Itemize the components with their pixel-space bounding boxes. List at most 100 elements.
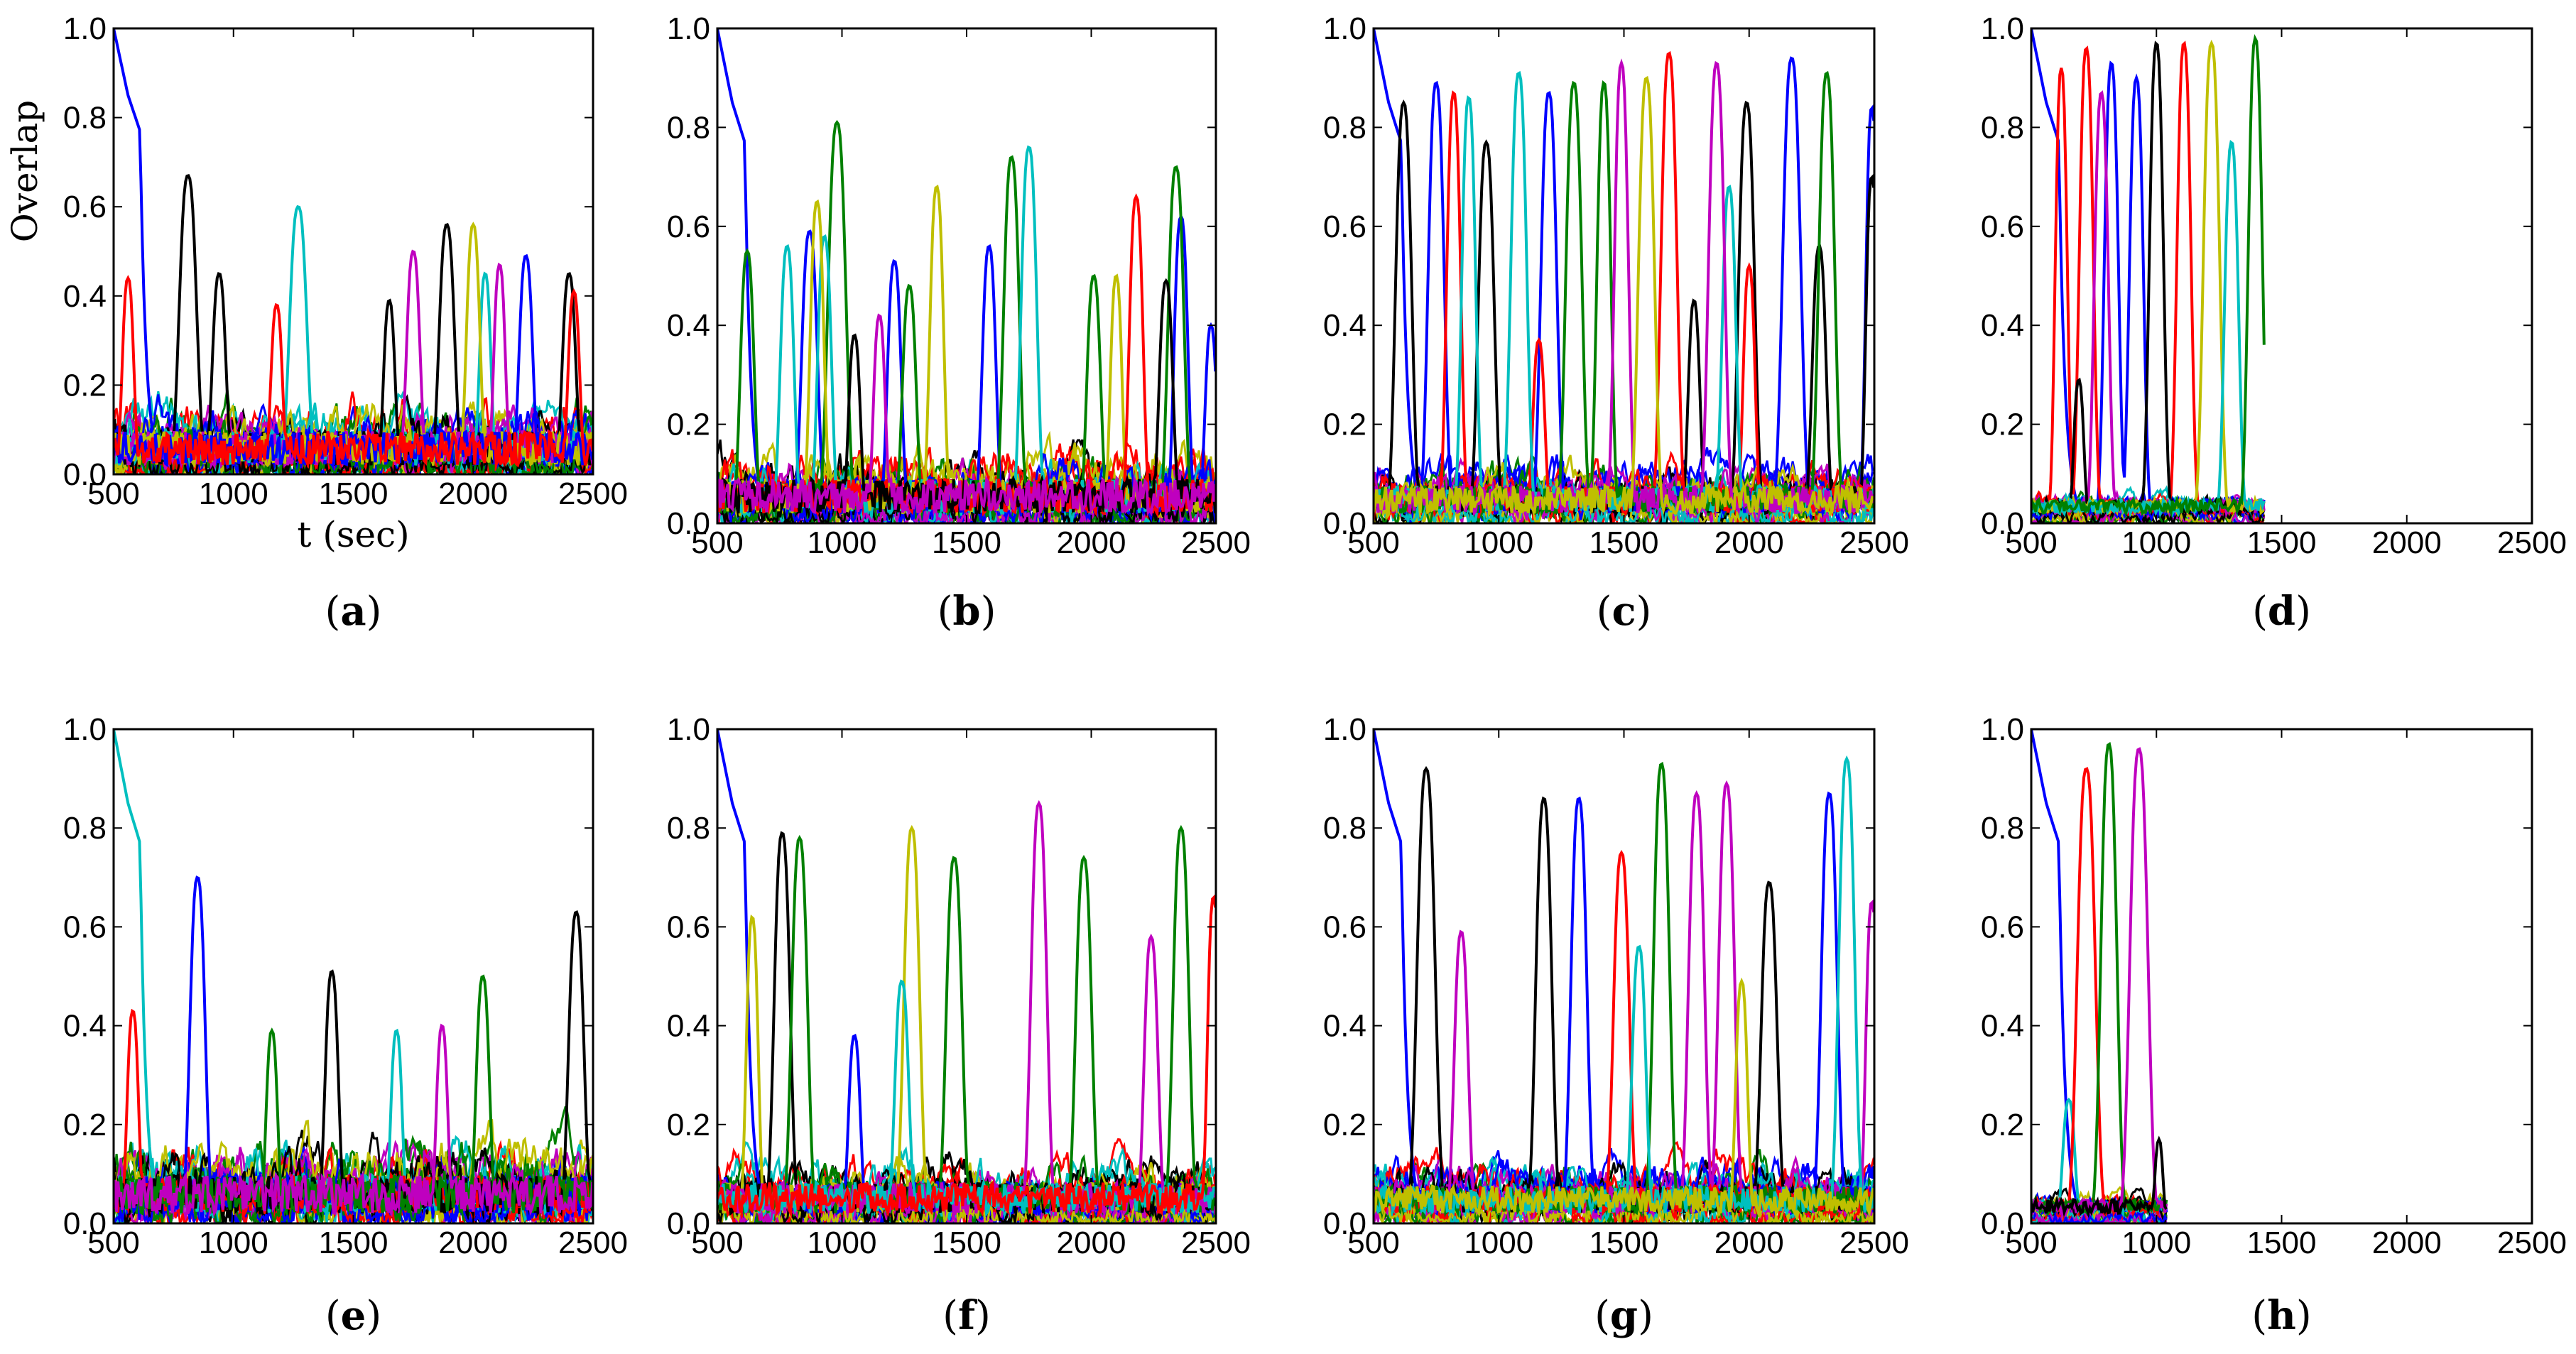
x-tick-label: 500 <box>2005 525 2057 560</box>
x-tick-label: 1000 <box>199 1225 268 1260</box>
x-tick-label: 2000 <box>2372 525 2442 560</box>
y-tick-label: 0.6 <box>63 910 107 944</box>
panel-label-open: ( <box>325 1293 341 1339</box>
y-tick-label: 0.6 <box>1323 209 1366 244</box>
panel-label: (b) <box>938 588 996 635</box>
y-tick-label: 0.6 <box>667 209 710 244</box>
y-tick-label: 0.8 <box>1981 811 2024 846</box>
panel-label-letter: b <box>952 588 980 635</box>
x-tick-label: 2500 <box>1181 1225 1251 1260</box>
panel-label: (e) <box>325 1292 381 1339</box>
x-tick-label: 500 <box>691 1225 743 1260</box>
series-line-red <box>114 275 593 470</box>
y-tick-label: 0.4 <box>63 279 107 314</box>
x-tick-label: 500 <box>87 476 139 511</box>
y-tick-label: 0.2 <box>1323 1108 1366 1142</box>
plot-area <box>717 729 1216 1223</box>
x-tick-label: 500 <box>691 525 743 560</box>
x-tick-label: 1000 <box>2121 1225 2191 1260</box>
panel-label-open: ( <box>325 589 340 635</box>
panel-e: 500 1000 1500 2000 2500 0.0 0.2 0.4 0.6 0.8 1.0 (e) <box>63 712 628 1339</box>
y-tick-label: 0.6 <box>1981 209 2024 244</box>
panel-label-close: ) <box>366 589 382 635</box>
y-tick-label: 0.4 <box>667 1009 710 1044</box>
panel-label-open: ( <box>2251 1293 2267 1339</box>
plot-area <box>2031 28 2266 523</box>
plot-area <box>717 28 1216 523</box>
x-tick-label: 1000 <box>199 476 268 511</box>
x-tick-label: 1000 <box>808 525 877 560</box>
panel-label-close: ) <box>975 1293 991 1339</box>
y-tick-label: 1.0 <box>1981 712 2024 747</box>
x-tick-label: 2000 <box>1714 525 1784 560</box>
y-tick-label: 0.8 <box>63 101 107 136</box>
plot-area <box>114 28 593 474</box>
y-tick-label: 0.0 <box>1323 1206 1366 1241</box>
x-tick-label: 1000 <box>808 1225 877 1260</box>
y-tick-label: 0.4 <box>63 1009 107 1044</box>
y-tick-label: 0.8 <box>63 811 107 846</box>
x-tick-label: 2500 <box>1181 525 1251 560</box>
panel-b: 500 1000 1500 2000 2500 0.0 0.2 0.4 0.6 0.8 1.0 (b) <box>667 11 1251 635</box>
panel-label-letter: c <box>1612 588 1636 635</box>
y-tick-label: 0.8 <box>667 811 710 846</box>
x-tick-label: 1500 <box>1589 525 1659 560</box>
x-tick-label: 1500 <box>2247 1225 2317 1260</box>
panel-label-close: ) <box>2295 589 2311 635</box>
y-tick-label: 0.4 <box>1323 1009 1366 1044</box>
x-tick-label: 1500 <box>319 476 388 511</box>
series-line-red <box>717 894 1216 1219</box>
x-tick-label: 1000 <box>1464 525 1533 560</box>
y-tick-label: 1.0 <box>63 11 107 46</box>
y-tick-label: 0.4 <box>1981 1009 2024 1044</box>
panel-label: (f) <box>942 1292 991 1339</box>
y-tick-label: 0.6 <box>63 190 107 224</box>
panel-label: (a) <box>325 588 381 635</box>
y-tick-label: 0.4 <box>667 308 710 343</box>
series-line-black <box>1374 765 1874 1217</box>
panel-label: (h) <box>2251 1292 2311 1339</box>
panel-label-open: ( <box>942 1293 958 1339</box>
series-line-yellow <box>1374 75 1874 518</box>
y-tick-label: 0.0 <box>1323 506 1366 541</box>
panel-label-letter: d <box>2268 588 2295 635</box>
x-tick-label: 1500 <box>319 1225 388 1260</box>
x-tick-label: 2500 <box>1839 525 1909 560</box>
series-line-initial <box>1374 729 1874 1216</box>
panel-label-open: ( <box>2252 589 2268 635</box>
x-tick-label: 2500 <box>1839 1225 1909 1260</box>
x-tick-label: 500 <box>1347 1225 1399 1260</box>
plot-area <box>1374 28 1874 523</box>
panel-d: 500 1000 1500 2000 2500 0.0 0.2 0.4 0.6 0.8 1.0 (d) <box>1981 11 2567 635</box>
x-tick-label: 1500 <box>1589 1225 1659 1260</box>
noise-line <box>2031 1204 2168 1223</box>
x-tick-label: 1000 <box>2121 525 2191 560</box>
y-tick-label: 0.2 <box>667 1108 710 1142</box>
plot-area <box>1374 729 1874 1223</box>
series-line-black <box>717 278 1216 515</box>
panel-label-close: ) <box>1638 1293 1653 1339</box>
panel-h: 500 1000 1500 2000 2500 0.0 0.2 0.4 0.6 0.8 1.0 (h) <box>1981 712 2567 1339</box>
x-tick-label: 2500 <box>2497 1225 2567 1260</box>
y-tick-label: 0.8 <box>1981 110 2024 145</box>
y-tick-label: 0.2 <box>667 408 710 442</box>
y-tick-label: 0.8 <box>1323 110 1366 145</box>
series-line-cyan <box>1374 755 1874 1216</box>
y-tick-label: 1.0 <box>1981 11 2024 46</box>
panel-label-letter: f <box>958 1292 978 1339</box>
y-tick-label: 0.8 <box>667 110 710 145</box>
y-tick-label: 0.4 <box>1323 308 1366 343</box>
series-line-magenta <box>717 313 1216 517</box>
series-line-magenta <box>1374 780 1874 1218</box>
x-tick-label: 2000 <box>438 476 508 511</box>
panel-label-close: ) <box>981 589 996 635</box>
x-tick-label: 500 <box>87 1225 139 1260</box>
series-line-red <box>1374 849 1874 1217</box>
axes-frame <box>1372 728 1876 1225</box>
panel-label: (g) <box>1594 1292 1653 1339</box>
panel-label-close: ) <box>1636 589 1652 635</box>
plot-area <box>2031 729 2168 1223</box>
x-tick-label: 2500 <box>2497 525 2567 560</box>
x-tick-label: 2500 <box>558 1225 628 1260</box>
